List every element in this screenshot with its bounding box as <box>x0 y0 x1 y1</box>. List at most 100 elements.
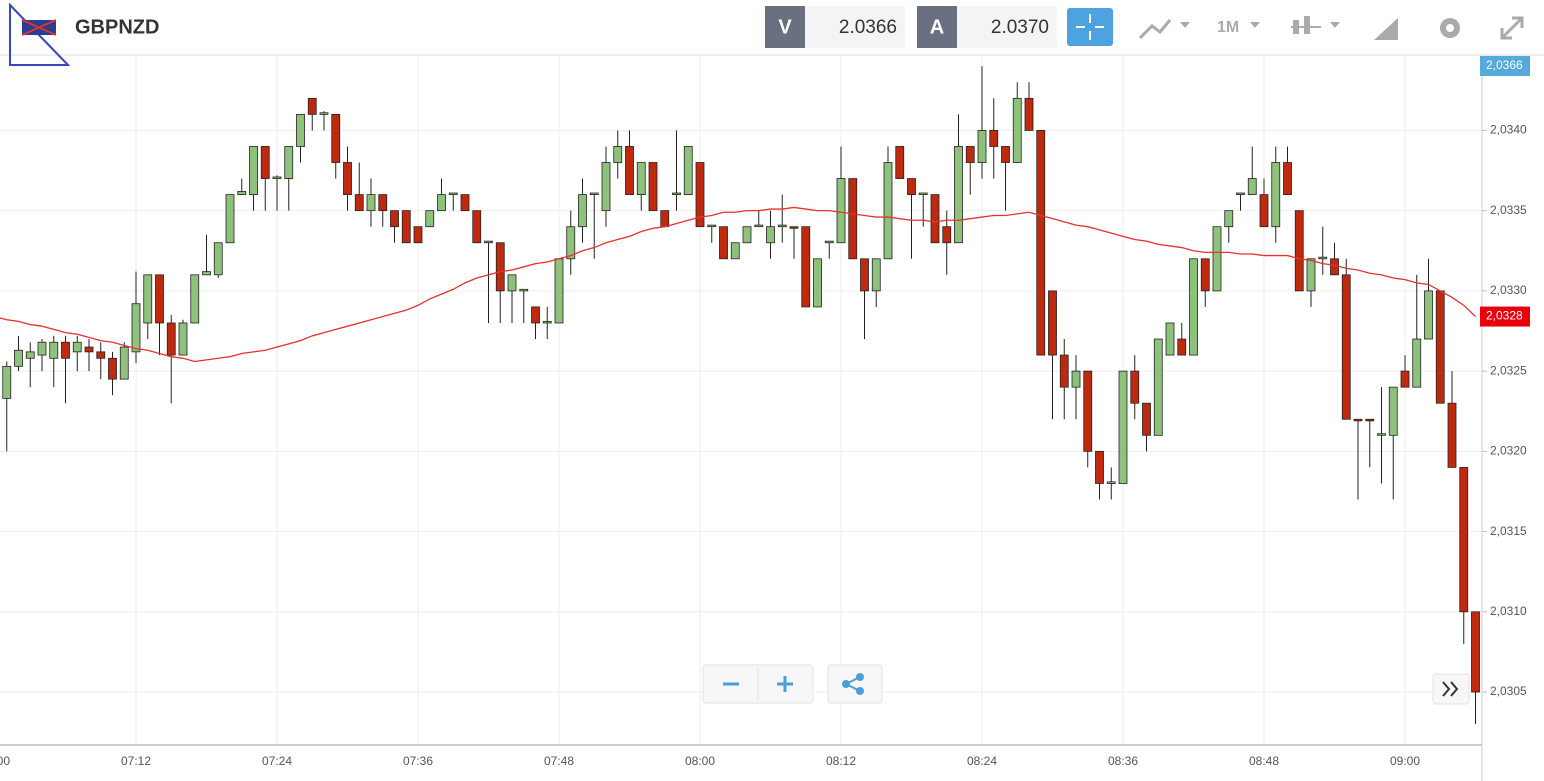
bid-price: 2.0366 <box>839 17 897 38</box>
candle-body <box>272 176 282 179</box>
candle-body <box>542 320 552 324</box>
candle-body <box>319 112 329 115</box>
candle-body <box>813 258 822 308</box>
candle-body <box>883 162 893 260</box>
candle-body <box>907 178 916 196</box>
candle-body <box>1001 146 1010 163</box>
candle-body <box>1165 322 1175 356</box>
candle-body <box>989 130 999 147</box>
fullscreen-button[interactable] <box>1500 16 1524 40</box>
candle-body <box>472 210 482 244</box>
candle-body <box>166 322 176 356</box>
candle-body <box>1271 162 1281 228</box>
candle-body <box>425 210 435 228</box>
y-tick-label: 2,0335 <box>1490 203 1527 217</box>
symbol: GBPNZD <box>75 16 159 38</box>
candle-body <box>1388 386 1398 436</box>
candle-body <box>636 162 646 196</box>
ask-box <box>957 6 1057 48</box>
candle-body <box>484 240 493 244</box>
candle-body <box>531 306 540 324</box>
candle-body <box>683 146 693 196</box>
candle-body <box>648 162 658 212</box>
chart-type-button[interactable] <box>1138 19 1172 40</box>
x-tick-label: 07:24 <box>262 754 292 768</box>
candle-body <box>1294 210 1304 292</box>
candle-body <box>61 341 70 359</box>
candle-body <box>824 240 834 244</box>
candle-body <box>695 162 705 228</box>
price-badge-label: 2,0366 <box>1486 58 1523 72</box>
candle-body <box>1071 370 1081 388</box>
candle-body <box>965 146 975 163</box>
candle-body <box>554 258 564 324</box>
x-tick-label: 08:00 <box>685 754 715 768</box>
candle-body <box>49 341 59 359</box>
candle-body <box>296 113 305 147</box>
crosshair-button[interactable] <box>1067 8 1113 46</box>
candle-body <box>143 274 153 324</box>
y-tick-label: 2,0325 <box>1490 363 1527 377</box>
candle-body <box>1247 178 1257 196</box>
candle-body <box>754 224 764 228</box>
candle-body <box>1095 450 1104 484</box>
candle-body <box>589 192 599 196</box>
candle-body <box>730 242 740 260</box>
candle-body <box>460 194 470 212</box>
candle-body <box>25 351 35 359</box>
zoom-in[interactable] <box>777 676 793 692</box>
candle-body <box>601 162 611 212</box>
x-tick-label: 07:00 <box>0 754 10 768</box>
candle-body <box>1330 258 1339 276</box>
candle-body <box>1435 290 1445 404</box>
x-tick-label: 08:12 <box>826 754 856 768</box>
bid-button[interactable] <box>765 6 805 48</box>
x-tick-label: 07:48 <box>544 754 574 768</box>
candle-body <box>1365 418 1375 422</box>
draw-button[interactable] <box>1374 18 1398 40</box>
candle-body <box>401 210 411 244</box>
x-tick-label: 09:00 <box>1390 754 1420 768</box>
bid-box <box>805 6 905 48</box>
moving-average <box>0 206 1476 363</box>
candle-body <box>871 258 881 292</box>
candle-body <box>1412 338 1422 388</box>
y-tick-label: 2,0315 <box>1490 524 1527 538</box>
candle-body <box>225 194 235 244</box>
ask-price: 2.0370 <box>991 17 1049 38</box>
scroll-end-button[interactable] <box>1432 673 1470 705</box>
share-button[interactable] <box>827 664 883 704</box>
candle-body <box>1012 97 1022 163</box>
ask-letter: A <box>930 16 944 38</box>
candle-body <box>1048 290 1057 356</box>
candle-body <box>1024 97 1034 131</box>
candle-body <box>437 194 446 212</box>
candle-body <box>930 194 940 244</box>
candle-body <box>495 242 505 292</box>
candle-body <box>1059 354 1069 388</box>
candle-body <box>119 346 129 380</box>
y-tick-label: 2,0340 <box>1490 123 1527 137</box>
candle-body <box>178 322 188 356</box>
x-tick-label: 07:12 <box>121 754 151 768</box>
candle-body <box>801 226 811 308</box>
candle-body <box>1118 370 1128 484</box>
candle-body <box>2 365 12 399</box>
timeframe[interactable]: 1M <box>1217 19 1239 36</box>
ask-button[interactable] <box>917 6 957 48</box>
candle-body <box>1236 192 1245 196</box>
candle-body <box>566 226 576 260</box>
candle-body <box>848 178 858 260</box>
x-tick-label: 08:24 <box>967 754 997 768</box>
candle-body <box>1400 370 1410 388</box>
candle-body <box>84 346 94 353</box>
candle-body <box>284 146 294 179</box>
candle-body <box>507 274 517 292</box>
x-tick-label: 08:36 <box>1108 754 1138 768</box>
candle-body <box>354 194 364 212</box>
candle-button[interactable] <box>1291 16 1321 34</box>
candle-body <box>343 162 352 196</box>
candle-body <box>519 288 529 292</box>
y-tick-label: 2,0310 <box>1490 604 1527 618</box>
candle-body <box>1318 256 1328 260</box>
